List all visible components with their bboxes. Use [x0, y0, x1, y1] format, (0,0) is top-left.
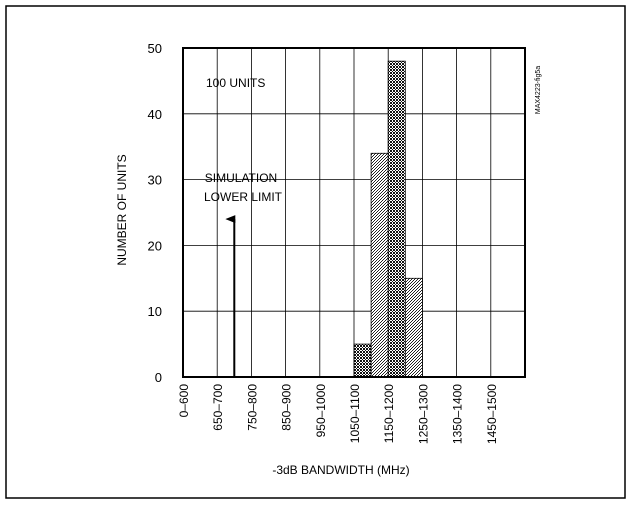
x-tick-label: 1450–1500 [485, 384, 499, 444]
x-tick-label: 1350–1400 [451, 384, 465, 444]
y-axis-label: NUMBER OF UNITS [115, 154, 129, 265]
x-axis-label: -3dB BANDWIDTH (MHz) [272, 463, 409, 477]
y-tick-label: 10 [148, 304, 162, 319]
y-tick-label: 40 [148, 107, 162, 122]
x-tick-labels: 0–600 650–700 750–800 850–900 950–1000 1050–1… [177, 384, 499, 444]
simulation-label-line1: SIMULATION [205, 171, 277, 185]
simulation-label-line2: LOWER LIMIT [204, 190, 283, 204]
x-tick-label: 1250–1300 [416, 384, 430, 444]
bars [353, 60, 423, 378]
x-tick-label: 1150–1200 [382, 384, 396, 444]
x-tick-label: 0–600 [177, 384, 191, 418]
histogram-bar [353, 343, 372, 378]
y-tick-labels: 0 10 20 30 40 50 [148, 41, 162, 385]
units-annotation: 100 UNITS [206, 76, 265, 90]
y-tick-label: 50 [148, 41, 162, 56]
x-tick-label: 650–700 [211, 384, 225, 431]
histogram-bar [370, 152, 389, 378]
y-tick-label: 0 [155, 370, 162, 385]
y-tick-label: 30 [148, 173, 162, 188]
histogram-bar [387, 60, 406, 378]
y-tick-label: 20 [148, 238, 162, 253]
outer-border [5, 5, 626, 499]
histogram-bar [404, 277, 423, 378]
x-tick-label: 850–900 [280, 384, 294, 431]
x-tick-label: 950–1000 [314, 384, 328, 438]
plot-area-border [182, 47, 526, 378]
x-tick-label: 1050–1100 [348, 384, 362, 444]
x-tick-label: 750–800 [245, 384, 259, 431]
figure-id-label: MAX4223-fig5a [535, 66, 542, 114]
